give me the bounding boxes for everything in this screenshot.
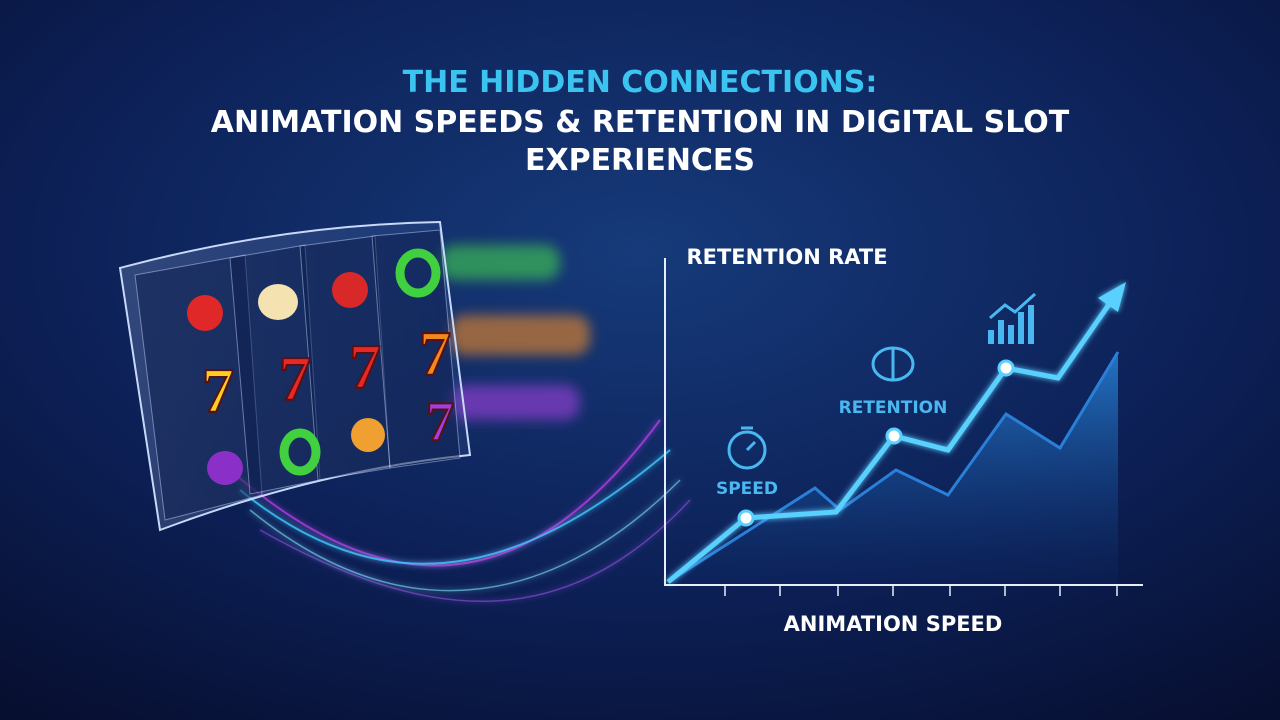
seven: 7: [419, 318, 451, 389]
y-axis-label: RETENTION RATE: [686, 245, 887, 269]
apple: [258, 284, 298, 320]
wave: [239, 449, 671, 565]
lime: [279, 428, 321, 476]
brain-icon: [871, 346, 915, 382]
title-line: ANIMATION SPEEDS & RETENTION IN DIGITAL …: [211, 105, 1070, 140]
point: [997, 359, 1015, 377]
graph: RETENTION RATE ANIMATION SPEED SPEED RET…: [664, 245, 1143, 636]
annotation: SPEED: [716, 479, 778, 499]
stopwatch: [727, 430, 767, 470]
reel: [371, 229, 461, 469]
streak: [450, 315, 590, 355]
icon-bar: [998, 320, 1004, 344]
icon-bar: [1018, 312, 1024, 344]
stopwatch-icon: [727, 426, 767, 470]
secondary-line: [667, 351, 1120, 584]
point: [737, 509, 755, 527]
arrow-head: [1098, 282, 1126, 312]
seven: 7: [279, 343, 311, 414]
title-line: THE HIDDEN CONNECTIONS:: [403, 65, 878, 100]
area: [668, 352, 1118, 585]
seven: 7: [202, 355, 234, 426]
icon-trend: [989, 292, 1037, 320]
point: [885, 427, 903, 445]
bars-icon: [988, 292, 1037, 344]
stopwatch-hand: [745, 440, 757, 452]
icon-bar: [1008, 325, 1014, 344]
title-line: EXPERIENCES: [525, 143, 755, 178]
seven: 7: [349, 331, 381, 402]
icon-bar: [1028, 305, 1034, 344]
title: THE HIDDEN CONNECTIONS: ANIMATION SPEEDS…: [211, 65, 1070, 178]
main-line: [666, 298, 1115, 584]
annotation: RETENTION: [839, 398, 948, 418]
x-axis-label: ANIMATION SPEED: [784, 612, 1003, 636]
wave: [249, 479, 681, 592]
wave: [259, 499, 691, 603]
motion-streaks: [440, 245, 590, 420]
apple: [332, 272, 368, 308]
orange: [351, 418, 385, 452]
plum: [207, 451, 243, 485]
streak: [450, 385, 580, 420]
apple: [187, 295, 223, 331]
wave: [229, 419, 661, 567]
slot-machine: 7 7 7 7 7: [118, 220, 472, 532]
streak: [440, 245, 560, 280]
lime: [395, 248, 441, 298]
waves: [229, 419, 691, 603]
icon-bar: [988, 330, 994, 344]
seven: 7: [426, 391, 454, 453]
